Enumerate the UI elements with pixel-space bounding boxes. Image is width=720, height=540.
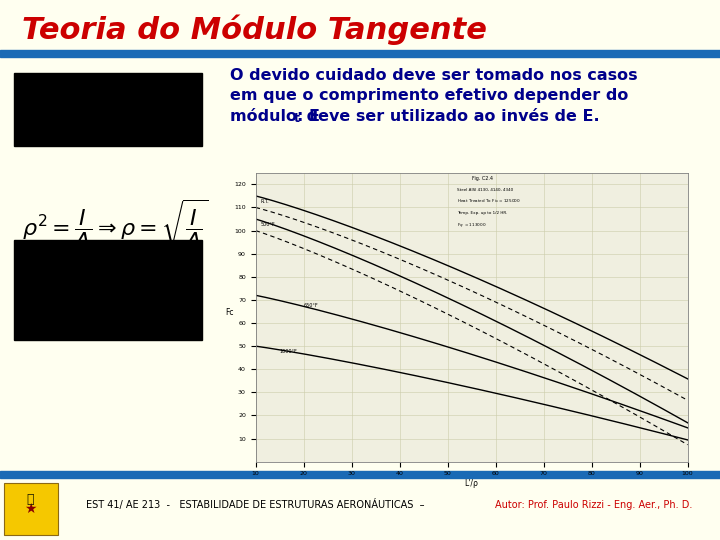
Text: EST 41/ AE 213  -   ESTABILIDADE DE ESTRUTURAS AERONÁUTICAS  –: EST 41/ AE 213 - ESTABILIDADE DE ESTRUTU… xyxy=(86,500,431,510)
Text: t: t xyxy=(294,112,300,125)
Text: Steel AISI 4130, 4140, 4340: Steel AISI 4130, 4140, 4340 xyxy=(457,188,513,192)
Text: em que o comprimento efetivo depender do: em que o comprimento efetivo depender do xyxy=(230,88,629,103)
Text: Teoria do Módulo Tangente: Teoria do Módulo Tangente xyxy=(22,15,487,45)
Text: R.T.: R.T. xyxy=(261,199,269,204)
Bar xyxy=(0,50,720,57)
Text: Heat Treated To F$_{tu}$ = 125000: Heat Treated To F$_{tu}$ = 125000 xyxy=(457,198,521,205)
Text: módulo: E: módulo: E xyxy=(230,109,320,124)
Y-axis label: Fc: Fc xyxy=(225,308,234,317)
Text: deve ser utilizado ao invés de E.: deve ser utilizado ao invés de E. xyxy=(301,109,600,124)
X-axis label: L'/ρ: L'/ρ xyxy=(464,479,479,488)
Text: Fig. C2.4: Fig. C2.4 xyxy=(472,176,492,181)
Bar xyxy=(14,240,202,340)
Bar xyxy=(4,483,58,535)
Text: 1000°F: 1000°F xyxy=(279,349,297,354)
Text: Temp. Exp. up to 1/2 HR.: Temp. Exp. up to 1/2 HR. xyxy=(457,211,508,215)
Text: ★: ★ xyxy=(24,502,37,516)
Text: O devido cuidado deve ser tomado nos casos: O devido cuidado deve ser tomado nos cas… xyxy=(230,68,638,83)
Bar xyxy=(0,471,720,478)
Text: $\rho^2 = \dfrac{I}{A} \Rightarrow \rho = \sqrt{\dfrac{I}{A}}$: $\rho^2 = \dfrac{I}{A} \Rightarrow \rho … xyxy=(22,198,208,251)
Bar xyxy=(14,73,202,146)
Text: 🦅: 🦅 xyxy=(27,493,34,506)
Text: 500°F: 500°F xyxy=(261,222,275,227)
Text: F$_{cy}$ = 113000: F$_{cy}$ = 113000 xyxy=(457,221,487,230)
Text: Autor: Prof. Paulo Rizzi - Eng. Aer., Ph. D.: Autor: Prof. Paulo Rizzi - Eng. Aer., Ph… xyxy=(495,500,692,510)
Text: 650°F: 650°F xyxy=(304,303,318,308)
